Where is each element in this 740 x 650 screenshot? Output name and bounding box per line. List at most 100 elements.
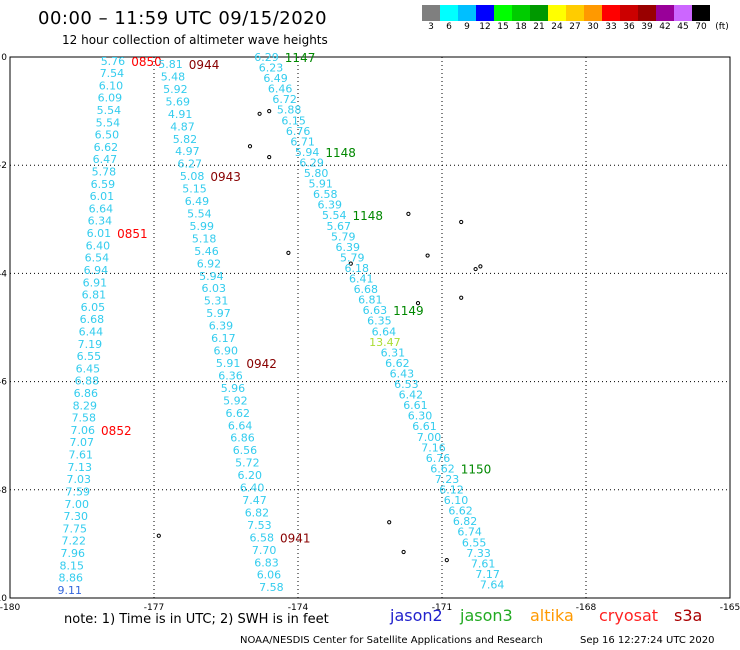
legend-label: 12	[479, 22, 491, 32]
pass-time-label: 0942	[246, 357, 277, 371]
wave-height-value: 6.72	[272, 93, 297, 106]
wave-height-value: 6.68	[80, 313, 105, 326]
wave-height-value: 5.15	[182, 183, 207, 196]
island	[387, 520, 392, 525]
legend-swatch	[512, 5, 530, 21]
lat-tick-label: -4	[0, 269, 7, 279]
wave-height-value: 6.49	[263, 72, 288, 85]
wave-height-value: 6.59	[91, 178, 116, 191]
wave-height-value: 6.62	[94, 141, 119, 154]
wave-height-value: 6.44	[79, 325, 104, 338]
lat-tick-label: -8	[0, 486, 7, 496]
pass-time-label: 1149	[393, 304, 424, 318]
wave-height-value: 5.92	[223, 394, 248, 407]
wave-height-value: 6.43	[390, 367, 415, 380]
wave-height-value: 6.90	[214, 345, 239, 358]
wave-height-value: 7.61	[471, 557, 496, 570]
wave-height-value: 6.20	[238, 469, 263, 482]
pass-time-label: 1150	[461, 462, 492, 476]
wave-height-value: 5.92	[163, 83, 188, 96]
pass-time-label: 0850	[131, 55, 162, 69]
wave-height-value: 6.71	[290, 135, 315, 148]
island	[478, 264, 483, 269]
island	[156, 533, 161, 538]
legend-label: 6	[446, 22, 452, 32]
legend-swatch	[530, 5, 548, 21]
lat-tick-label: -2	[0, 161, 7, 171]
wave-height-value: 6.62	[430, 462, 455, 475]
wave-height-value: 6.61	[403, 399, 428, 412]
wave-height-value: 7.47	[242, 494, 267, 507]
wave-height-value: 6.62	[385, 357, 410, 370]
island	[406, 211, 411, 216]
legend-swatch	[422, 5, 440, 21]
island	[401, 549, 406, 555]
wave-height-value: 7.00	[417, 431, 442, 444]
island	[473, 266, 478, 272]
wave-height-value: 6.86	[230, 432, 255, 445]
legend-swatch	[458, 5, 476, 21]
wave-height-value: 6.92	[197, 257, 222, 270]
wave-height-value: 5.94	[295, 146, 320, 159]
wave-height-value: 6.40	[86, 239, 111, 252]
legend-label: 15	[497, 22, 509, 32]
wave-height-value: 6.42	[399, 389, 424, 402]
pass-time-label: 0851	[117, 227, 148, 241]
wave-height-value: 5.82	[173, 133, 198, 146]
credit-text: NOAA/NESDIS Center for Satellite Applica…	[240, 635, 543, 646]
wave-height-value: 6.50	[95, 129, 120, 142]
wave-height-value: 7.96	[61, 547, 86, 560]
legend-label: 27	[569, 22, 581, 32]
wave-height-value: 6.54	[85, 252, 110, 265]
wave-height-value: 7.07	[70, 436, 95, 449]
wave-height-value: 7.54	[100, 67, 125, 80]
wave-height-value: 6.39	[336, 241, 361, 254]
wave-height-value: 6.40	[240, 482, 265, 495]
wave-height-value: 7.03	[67, 473, 92, 486]
satellite-jason2: jason2	[390, 606, 443, 625]
generated-timestamp: Sep 16 12:27:24 UTC 2020	[580, 635, 715, 646]
page-title: 00:00 – 11:59 UTC 09/15/2020	[38, 8, 328, 29]
wave-height-value: 7.17	[475, 568, 500, 581]
wave-height-value: 6.68	[354, 283, 379, 296]
wave-height-value: 6.76	[286, 125, 311, 138]
wave-height-value: 6.36	[218, 369, 243, 382]
wave-height-value: 5.79	[331, 230, 356, 243]
legend-label: 21	[533, 22, 545, 32]
pass-time-label: 0941	[280, 531, 311, 545]
wave-height-value: 6.39	[317, 199, 342, 212]
legend-swatch	[584, 5, 602, 21]
wave-height-value: 4.97	[175, 145, 200, 158]
map-frame	[9, 56, 731, 599]
wave-height-value: 6.62	[448, 505, 473, 518]
wave-height-value: 4.91	[168, 108, 193, 121]
wave-height-value: 6.82	[453, 515, 478, 528]
wave-height-value: 7.30	[64, 510, 89, 523]
wave-height-value: 6.23	[259, 62, 284, 75]
legend-label: 45	[677, 22, 689, 32]
wave-height-value: 5.31	[204, 295, 229, 308]
wave-height-value: 6.05	[81, 301, 106, 314]
wave-height-value: 6.58	[313, 188, 338, 201]
wave-height-value: 6.15	[281, 114, 306, 127]
wave-height-value: 7.70	[252, 544, 277, 557]
wave-height-value: 5.78	[92, 166, 117, 179]
wave-height-value: 6.18	[345, 262, 370, 275]
lat-tick-label: 0	[1, 53, 7, 63]
lon-tick-label: -174	[288, 603, 309, 613]
wave-height-value: 6.55	[77, 350, 102, 363]
footer-note: note: 1) Time is in UTC; 2) SWH is in fe…	[64, 612, 329, 627]
wave-height-value: 6.81	[82, 289, 107, 302]
wave-height-value: 6.63	[363, 304, 388, 317]
wave-height-value: 6.35	[367, 315, 392, 328]
wave-height-value: 7.61	[69, 449, 94, 462]
wave-height-value: 7.22	[62, 535, 87, 548]
legend-swatch	[602, 5, 620, 21]
wave-height-value: 6.46	[268, 83, 293, 96]
wave-height-value: 6.49	[185, 195, 210, 208]
pass-time-label: 1147	[285, 51, 316, 65]
legend-label: 42	[659, 22, 671, 32]
wave-height-value: 6.01	[90, 190, 115, 203]
pass-time-label: 0852	[101, 424, 132, 438]
wave-height-value: 6.45	[76, 362, 101, 375]
